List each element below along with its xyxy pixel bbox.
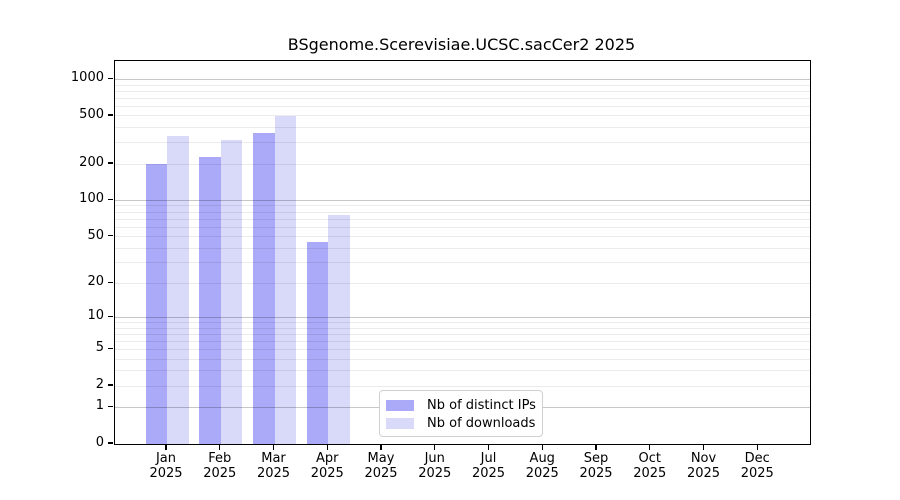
y-tick-label: 200 <box>79 155 104 171</box>
chart-title: BSgenome.Scerevisiae.UCSC.sacCer2 2025 <box>287 35 636 54</box>
x-tick <box>380 444 382 450</box>
x-tick-year: 2025 <box>256 465 291 481</box>
legend-label-distinct-ips: Nb of distinct IPs <box>427 397 536 413</box>
x-tick-label: Jan 2025 <box>134 451 198 481</box>
x-tick-year: 2025 <box>525 465 559 481</box>
x-tick-label: Oct 2025 <box>618 451 682 481</box>
x-tick-label: Sep 2025 <box>564 451 628 481</box>
y-tick-label: 5 <box>95 340 104 356</box>
bar-downloads-apr <box>328 215 350 444</box>
x-tick <box>165 444 167 450</box>
x-tick-month: Apr <box>316 451 339 466</box>
legend-swatch-distinct-ips <box>386 399 414 411</box>
x-tick-label: May 2025 <box>349 451 413 481</box>
y-tick-label: 50 <box>87 227 104 243</box>
x-tick-year: 2025 <box>364 465 398 481</box>
x-tick-month: Nov <box>690 451 717 466</box>
x-tick <box>756 444 758 450</box>
x-tick-year: 2025 <box>310 465 344 481</box>
x-tick-year: 2025 <box>203 465 237 481</box>
y-tick-label: 1000 <box>70 70 104 86</box>
legend: Nb of distinct IPs Nb of downloads <box>379 390 543 437</box>
bar-distinct-ips-feb <box>199 157 221 444</box>
x-tick <box>649 444 651 450</box>
y-tick <box>108 114 113 116</box>
x-tick-label: Jul 2025 <box>457 451 521 481</box>
x-tick-month: Dec <box>744 451 770 466</box>
y-tick <box>108 234 113 237</box>
bar-distinct-ips-mar <box>253 133 275 444</box>
x-tick-label: Mar 2025 <box>242 451 306 481</box>
y-tick <box>108 315 113 318</box>
x-tick-month: Jun <box>424 451 445 466</box>
x-tick-year: 2025 <box>149 465 183 481</box>
x-tick-month: Sep <box>583 451 609 466</box>
x-tick-label: Jun 2025 <box>403 451 467 481</box>
y-tick-label: 0 <box>95 435 104 450</box>
x-tick-label: Aug 2025 <box>510 451 574 481</box>
x-tick-month: May <box>367 451 395 466</box>
y-tick-label: 500 <box>79 106 104 122</box>
y-tick-label: 100 <box>79 191 104 207</box>
bar-downloads-mar <box>274 115 296 444</box>
x-tick-month: Mar <box>261 451 286 466</box>
bars-layer <box>115 61 810 444</box>
legend-label-downloads: Nb of downloads <box>427 415 536 431</box>
x-tick-month: Jul <box>480 451 497 466</box>
x-tick <box>595 444 597 450</box>
bar-downloads-jan <box>167 135 189 444</box>
x-tick-label: Dec 2025 <box>725 451 789 481</box>
y-tick-label: 1 <box>95 398 104 414</box>
plot-area <box>114 60 811 445</box>
x-tick-label: Nov 2025 <box>672 451 736 481</box>
bar-distinct-ips-apr <box>306 241 329 444</box>
x-tick-year: 2025 <box>686 465 721 481</box>
x-tick-label: Feb 2025 <box>188 451 252 481</box>
x-tick-year: 2025 <box>579 465 613 481</box>
x-tick-month: Aug <box>529 451 555 466</box>
x-tick <box>487 444 490 450</box>
x-tick-label: Apr 2025 <box>295 451 359 481</box>
x-tick <box>702 444 705 450</box>
x-tick <box>434 444 436 450</box>
bar-downloads-feb <box>220 140 243 444</box>
x-tick-year: 2025 <box>471 465 506 481</box>
y-tick-label: 20 <box>87 274 104 290</box>
y-tick <box>108 162 113 164</box>
x-tick <box>272 444 275 450</box>
y-tick <box>108 281 113 284</box>
x-tick <box>541 444 543 450</box>
x-tick-month: Jan <box>155 451 177 466</box>
x-tick <box>326 444 328 450</box>
y-tick <box>108 442 113 444</box>
bar-distinct-ips-jan <box>145 164 167 444</box>
x-tick-year: 2025 <box>740 465 774 481</box>
legend-entry-distinct-ips: Nb of distinct IPs <box>386 396 542 414</box>
y-tick <box>108 347 113 350</box>
legend-swatch-downloads <box>386 417 414 429</box>
y-tick <box>108 405 113 408</box>
x-tick-year: 2025 <box>418 465 452 481</box>
y-tick <box>108 384 113 386</box>
y-tick <box>108 198 113 201</box>
x-tick-month: Oct <box>638 451 661 466</box>
y-tick-label: 10 <box>87 308 104 324</box>
x-tick-year: 2025 <box>633 465 667 481</box>
y-tick <box>108 77 113 80</box>
y-tick-label: 2 <box>95 377 104 393</box>
x-tick <box>219 444 221 450</box>
legend-entry-downloads: Nb of downloads <box>386 414 542 432</box>
x-tick-month: Feb <box>208 451 232 466</box>
